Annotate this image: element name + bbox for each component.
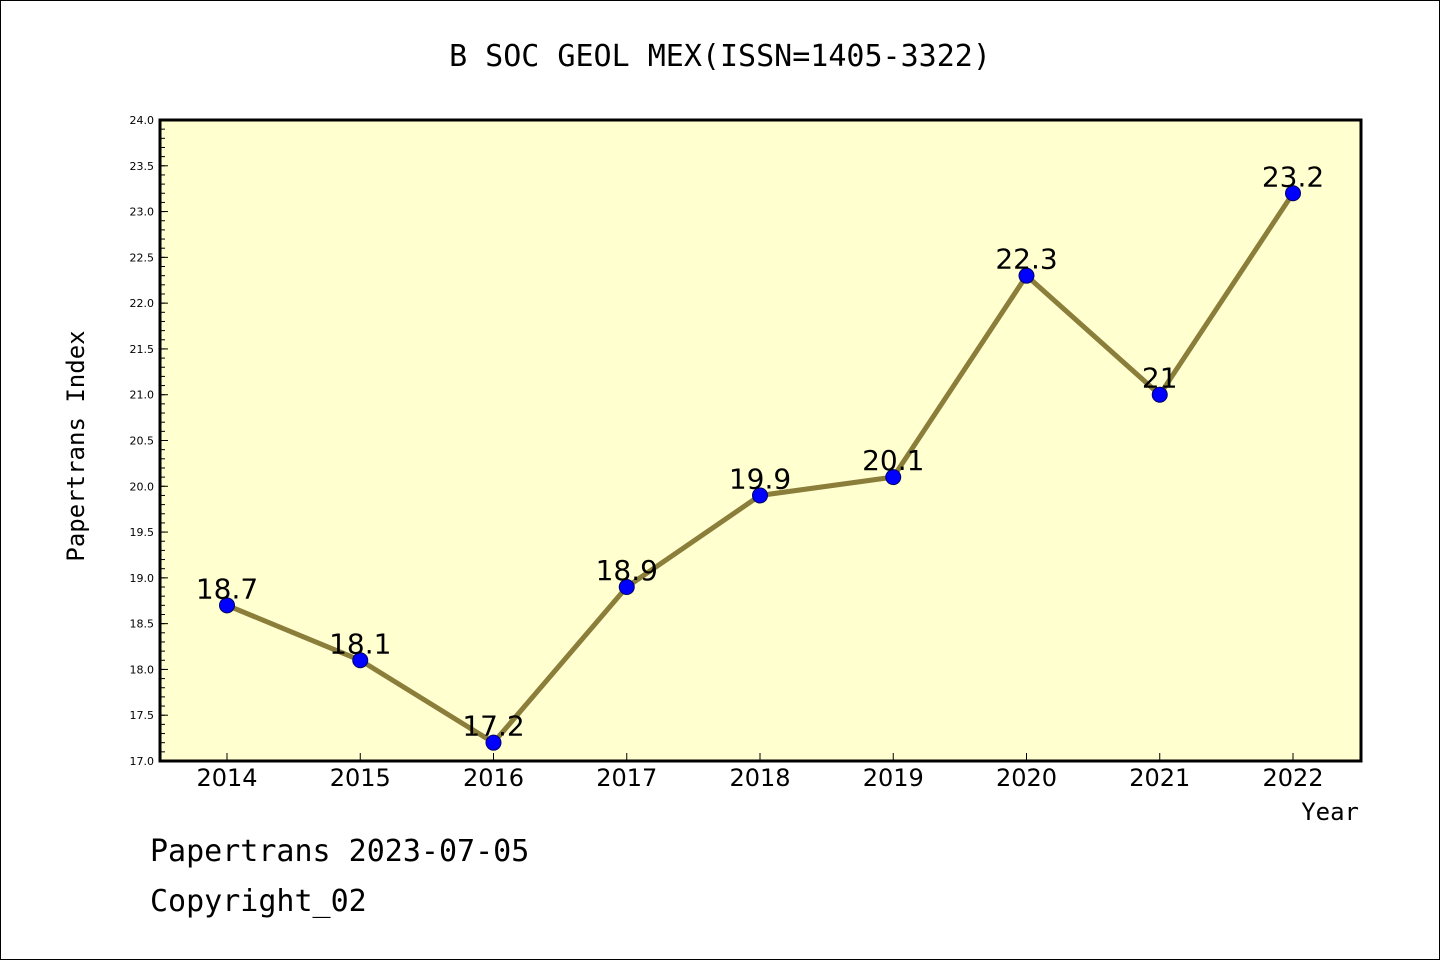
- footer-date: Papertrans 2023-07-05: [150, 834, 530, 869]
- data-labels: 18.7 18.1 17.2 18.9 19.9 20.1 22.3 21 23.2: [196, 160, 1324, 742]
- x-tick-label: 2021: [1129, 764, 1190, 792]
- data-point: [618, 579, 635, 596]
- y-axis-label: Papertrans Index: [62, 330, 90, 561]
- y-tick-label: 23.5: [130, 160, 155, 173]
- x-tick-label: 2020: [996, 764, 1057, 792]
- data-label: 18.1: [329, 627, 391, 660]
- y-tick-label: 19.5: [130, 526, 155, 539]
- data-point: [1151, 386, 1168, 403]
- data-point: [1285, 185, 1301, 202]
- chart-title: B SOC GEOL MEX(ISSN=1405-3322): [449, 39, 991, 74]
- x-tick-label: 2014: [196, 764, 257, 792]
- y-tick-label: 21.5: [130, 343, 155, 356]
- y-tick-label: 23.0: [130, 206, 155, 219]
- data-label: 19.9: [729, 462, 791, 495]
- data-label: 17.2: [462, 710, 524, 743]
- y-axis-ticks: 17.0 17.5 18.0 18.5 19.0 19.5 20.0 20.5 21.0 21.5…: [130, 114, 168, 768]
- y-tick-label: 18.0: [130, 663, 155, 676]
- data-label: 20.1: [862, 444, 924, 477]
- y-tick-label: 17.0: [130, 755, 155, 768]
- y-tick-label: 17.5: [130, 709, 155, 722]
- data-point: [1018, 267, 1035, 284]
- data-label: 18.9: [596, 554, 658, 587]
- y-tick-label: 22.0: [130, 297, 155, 310]
- x-tick-label: 2016: [463, 764, 524, 792]
- data-point: [885, 469, 902, 486]
- x-axis-ticks: 2014 2015 2016 2017 2018 2019 2020 2021 2022: [196, 753, 1324, 792]
- data-point: [485, 734, 502, 751]
- data-label: 21: [1142, 362, 1178, 395]
- y-tick-label: 21.0: [130, 389, 155, 402]
- x-axis-label: Year: [1301, 798, 1359, 826]
- x-tick-label: 2019: [863, 764, 924, 792]
- y-tick-label: 20.0: [130, 480, 155, 493]
- data-point: [219, 597, 235, 614]
- data-label: 23.2: [1262, 160, 1324, 193]
- data-point: [752, 487, 768, 504]
- x-tick-label: 2018: [729, 764, 790, 792]
- y-tick-label: 18.5: [130, 618, 155, 631]
- data-label: 22.3: [995, 243, 1057, 276]
- y-tick-label: 19.0: [130, 572, 155, 585]
- data-label: 18.7: [196, 572, 258, 605]
- data-point: [352, 652, 369, 669]
- data-points: [219, 185, 1301, 751]
- x-tick-label: 2022: [1262, 764, 1323, 792]
- x-tick-label: 2017: [596, 764, 657, 792]
- plot-area: [158, 118, 1363, 763]
- y-tick-label: 24.0: [130, 114, 155, 127]
- y-tick-label: 22.5: [130, 251, 155, 264]
- footer-copyright: Copyright_02: [150, 884, 367, 919]
- y-tick-label: 20.5: [130, 435, 155, 448]
- x-tick-label: 2015: [330, 764, 391, 792]
